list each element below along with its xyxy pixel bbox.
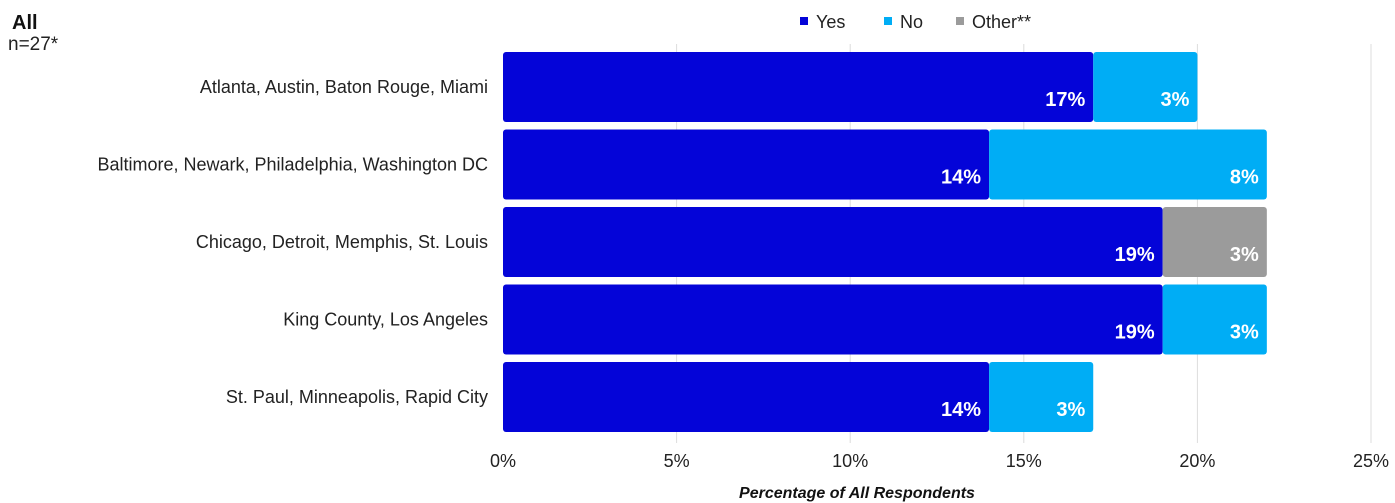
legend-label: Other**: [972, 12, 1031, 32]
legend: Yes No Other**: [800, 12, 1031, 32]
x-tick-label: 15%: [1006, 451, 1042, 471]
data-label: 19%: [1115, 244, 1155, 266]
category-labels: Atlanta, Austin, Baton Rouge, Miami Balti…: [97, 77, 488, 407]
x-tick-label: 10%: [832, 451, 868, 471]
data-label: 3%: [1230, 322, 1259, 344]
x-axis-title: Percentage of All Respondents: [739, 485, 975, 502]
bar-segment: [503, 284, 1163, 355]
bar-segment: [503, 362, 990, 432]
data-label: 19%: [1115, 322, 1155, 344]
data-label: 3%: [1230, 244, 1259, 266]
legend-swatch: [800, 17, 808, 25]
x-tick-label: 20%: [1179, 451, 1215, 471]
x-axis-ticks: 0% 5% 10% 15% 20% 25%: [490, 451, 1389, 471]
x-tick-label: 5%: [664, 451, 690, 471]
legend-swatch: [884, 17, 892, 25]
category-label: Atlanta, Austin, Baton Rouge, Miami: [200, 77, 488, 97]
bar-segment: [503, 207, 1163, 277]
data-label: 3%: [1056, 399, 1085, 421]
data-label: 8%: [1230, 167, 1259, 189]
legend-label: No: [900, 12, 923, 32]
data-label: 17%: [1045, 89, 1085, 111]
data-label: 14%: [941, 167, 981, 189]
bar-segment: [503, 129, 990, 200]
category-label: King County, Los Angeles: [283, 310, 488, 330]
bars: 17% 3% 14% 8% 19% 3% 19% 3% 14% 3%: [503, 52, 1267, 432]
bar-segment: [1093, 52, 1198, 122]
bar-segment: [503, 52, 1094, 122]
category-label: Chicago, Detroit, Memphis, St. Louis: [196, 232, 488, 252]
x-tick-label: 0%: [490, 451, 516, 471]
x-tick-label: 25%: [1353, 451, 1389, 471]
chart-title: All: [12, 12, 38, 34]
bar-segment: [989, 362, 1094, 432]
data-label: 3%: [1160, 89, 1189, 111]
category-label: Baltimore, Newark, Philadelphia, Washing…: [97, 155, 488, 175]
bar-segment: [1162, 207, 1267, 277]
category-label: St. Paul, Minneapolis, Rapid City: [226, 387, 488, 407]
bar-segment: [1162, 284, 1267, 355]
data-label: 14%: [941, 399, 981, 421]
chart-subtitle: n=27*: [8, 34, 59, 55]
legend-label: Yes: [816, 12, 845, 32]
legend-swatch: [956, 17, 964, 25]
bar-segment: [989, 129, 1267, 200]
